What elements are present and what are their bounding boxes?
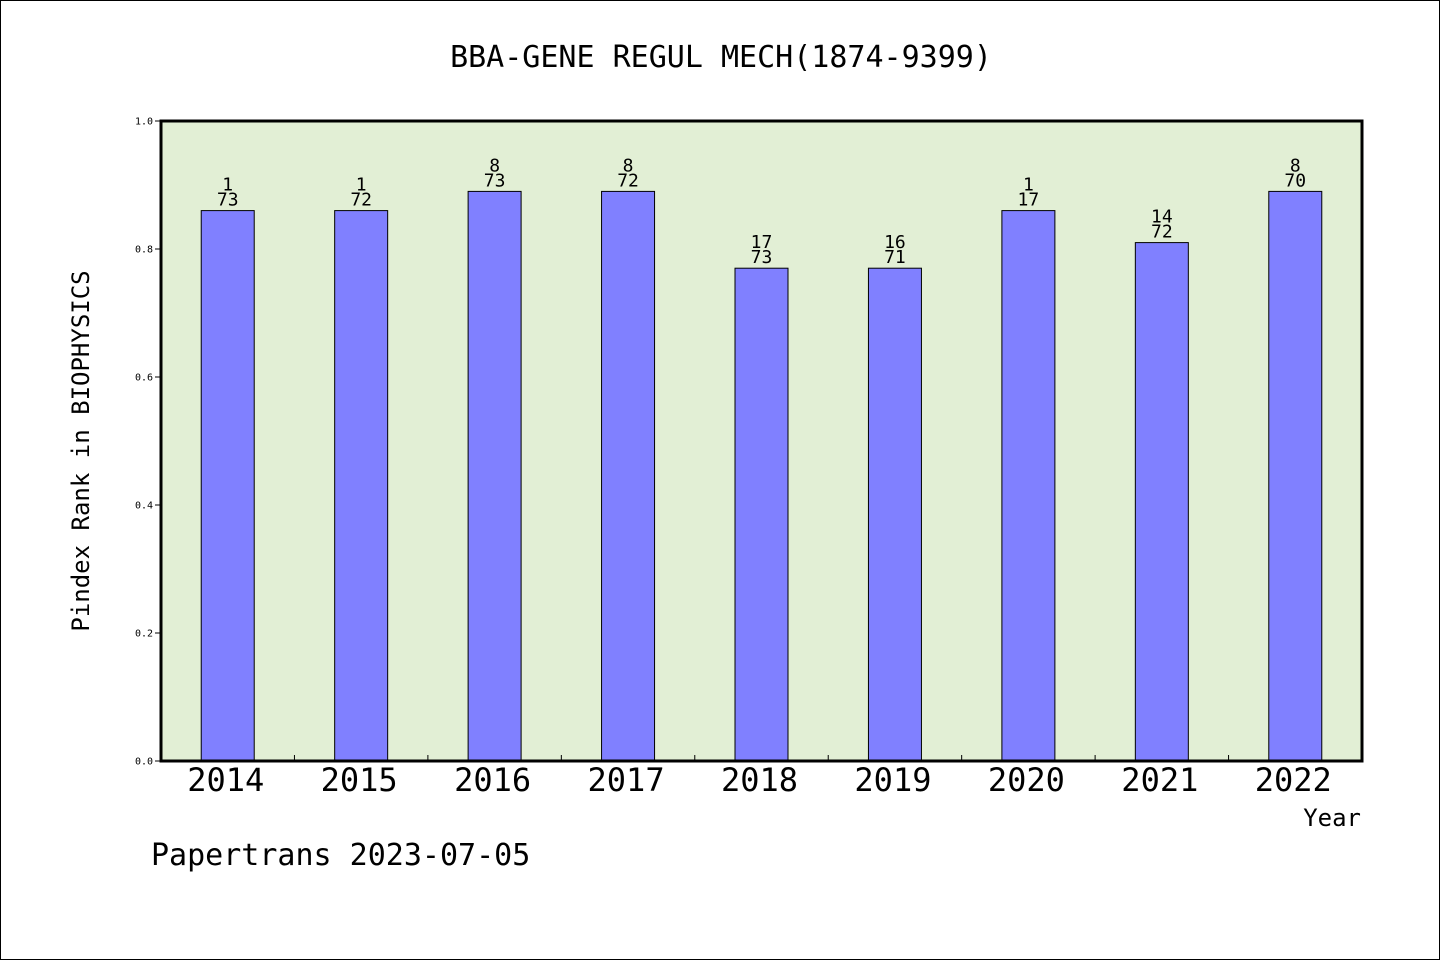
y-tick-label: 0.6 [135, 373, 153, 384]
y-axis: 0.0 0.2 0.4 0.6 0.8 1.0 [135, 117, 161, 768]
bar-2018 [734, 267, 789, 762]
footer-credit: Papertrans 2023-07-05 [151, 838, 530, 873]
x-tick-label: 2015 [321, 761, 398, 799]
x-tick-label: 2019 [854, 761, 931, 799]
x-tick-label: 2016 [454, 761, 531, 799]
x-tick-label: 2017 [588, 761, 665, 799]
data-label-rank: 8 [1290, 155, 1301, 176]
y-tick-label: 1.0 [135, 117, 153, 128]
data-label-rank: 8 [489, 155, 500, 176]
data-label-total: 73 [751, 247, 773, 268]
x-axis-label: Year [1303, 804, 1361, 832]
x-tick-label: 2018 [721, 761, 798, 799]
y-tick-label: 0.8 [135, 245, 153, 256]
data-label-total: 73 [484, 170, 506, 191]
bar-2020 [1001, 210, 1056, 762]
bar-2022 [1268, 190, 1323, 762]
data-label-total: 72 [350, 190, 372, 211]
chart-title: BBA-GENE REGUL MECH(1874-9399) [450, 40, 992, 75]
bar-2014 [200, 210, 255, 762]
data-label-total: 72 [617, 170, 639, 191]
y-axis-label: Pindex Rank in BIOPHYSICS [67, 270, 95, 631]
bar-2021 [1134, 242, 1189, 762]
y-tick-label: 0.4 [135, 501, 153, 512]
data-label-rank: 1 [222, 175, 233, 196]
data-label-rank: 8 [623, 155, 634, 176]
data-label-rank: 1 [356, 175, 367, 196]
data-label-total: 71 [884, 247, 906, 268]
y-tick-label: 0.2 [135, 629, 153, 640]
x-tick-label: 2021 [1121, 761, 1198, 799]
data-label-rank: 1 [1023, 175, 1034, 196]
x-tick-label: 2020 [988, 761, 1065, 799]
data-label-rank: 16 [884, 232, 906, 253]
data-label-rank: 17 [751, 232, 773, 253]
bar-2019 [867, 267, 922, 762]
data-label-total: 73 [217, 190, 239, 211]
data-label-total: 17 [1018, 190, 1040, 211]
bar-2016 [467, 190, 522, 762]
x-tick-label: 2022 [1255, 761, 1332, 799]
y-tick-label: 0.0 [135, 757, 153, 768]
bar-2017 [601, 190, 656, 762]
data-label-total: 70 [1284, 170, 1306, 191]
bar-2015 [334, 210, 389, 762]
data-label-total: 72 [1151, 222, 1173, 243]
x-tick-label: 2014 [187, 761, 264, 799]
x-axis: 2014 2015 2016 2017 2018 2019 2020 2021 2022 [187, 755, 1332, 799]
data-label-rank: 14 [1151, 207, 1173, 228]
plot-border [159, 119, 1364, 763]
